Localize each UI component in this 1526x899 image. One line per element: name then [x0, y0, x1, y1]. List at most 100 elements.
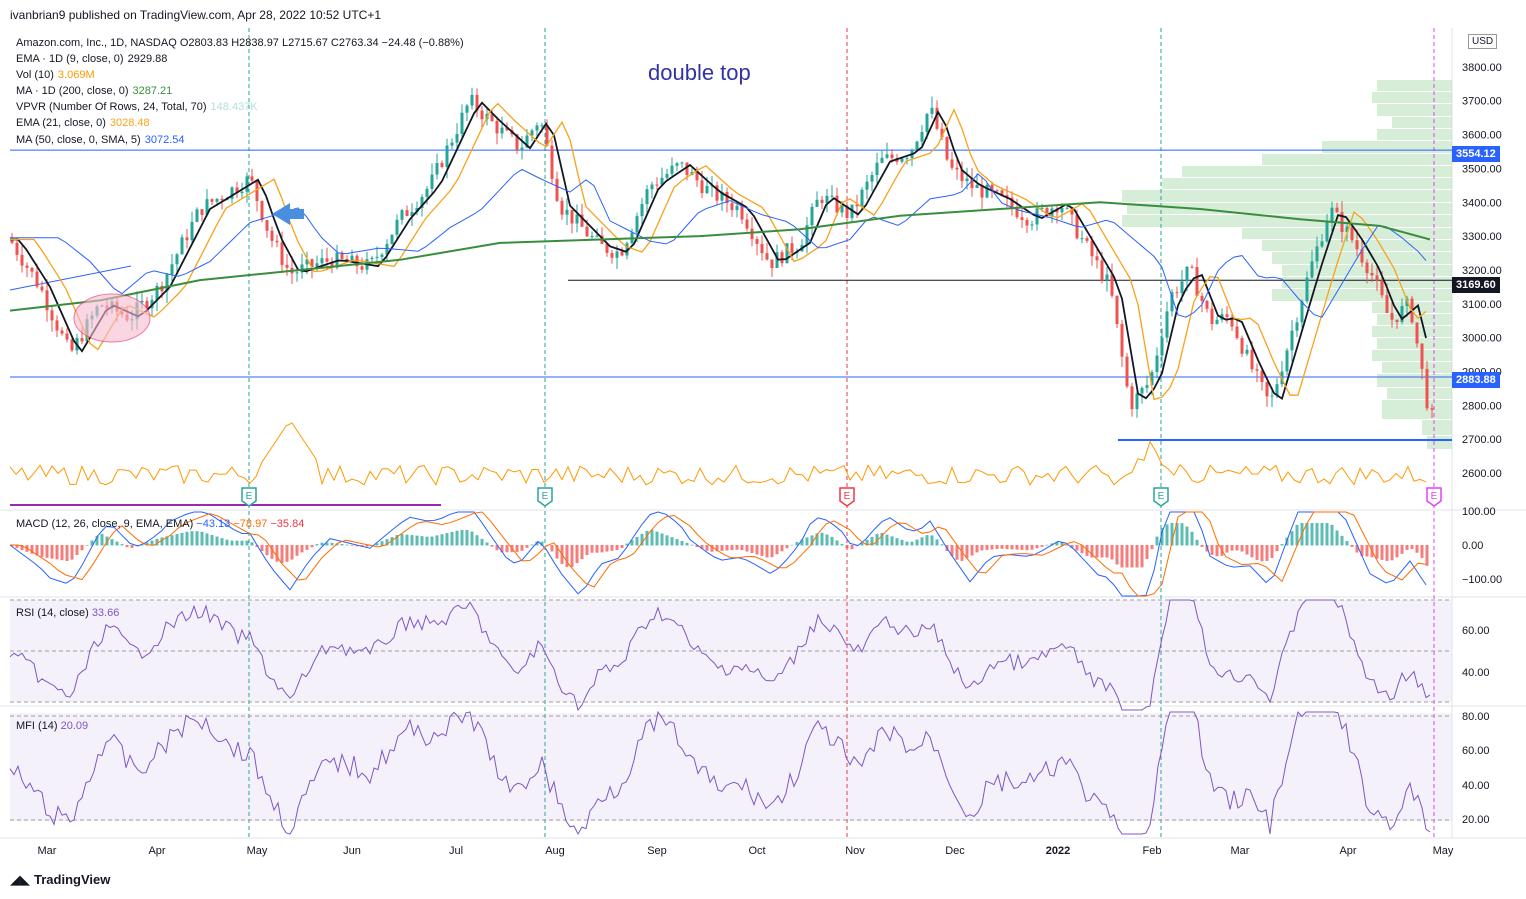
- vpvr-bar: [1182, 166, 1452, 177]
- time-tick-label: 2022: [1046, 845, 1070, 857]
- macd-bar: [575, 545, 579, 564]
- macd-bar: [1350, 545, 1354, 547]
- ema9-label[interactable]: EMA · 1D (9, close, 0): [16, 53, 124, 66]
- macd-bar: [1015, 545, 1019, 550]
- mfi-legend[interactable]: MFI (14) 20.09: [16, 720, 88, 732]
- candle-body: [390, 234, 394, 244]
- candle-body: [1145, 385, 1149, 388]
- ma50-label[interactable]: MA (50, close, 0, SMA, 5): [16, 133, 141, 146]
- vpvr-bar: [1387, 388, 1452, 399]
- symbol-label: Amazon.com, Inc., 1D, NASDAQ: [16, 37, 177, 49]
- candle-body: [220, 198, 224, 201]
- candle-body: [1240, 338, 1244, 354]
- vpvr-label[interactable]: VPVR (Number Of Rows, 24, Total, 70): [16, 101, 207, 114]
- macd-bar: [710, 545, 714, 552]
- macd-bar: [890, 536, 894, 546]
- price-tick-label: 3800.00: [1462, 62, 1502, 74]
- candle-body: [525, 135, 529, 148]
- macd-tick-label: 100.00: [1462, 506, 1496, 518]
- earnings-marker-shape: [1426, 487, 1442, 507]
- macd-bar: [700, 545, 704, 549]
- candle-body: [695, 172, 699, 181]
- macd-bar: [1150, 545, 1154, 550]
- tradingview-footer[interactable]: ◢◣ TradingView: [10, 872, 110, 888]
- rsi-legend[interactable]: RSI (14, close) 33.66: [16, 607, 119, 619]
- macd-hist-value: −35.84: [270, 518, 305, 530]
- price-tick-label: 3100.00: [1462, 299, 1502, 311]
- candle-body: [500, 127, 504, 134]
- macd-bar: [50, 545, 54, 559]
- vpvr-bar: [1422, 420, 1452, 435]
- macd-bar: [1135, 545, 1139, 568]
- macd-bar: [1070, 545, 1074, 548]
- candle-body: [240, 191, 244, 194]
- candle-body: [645, 189, 649, 205]
- candle-body: [1430, 408, 1434, 410]
- candle-body: [900, 158, 904, 162]
- candle-body: [1040, 207, 1044, 209]
- ma200-label[interactable]: MA · 1D (200, close, 0): [16, 85, 129, 98]
- candle-body: [1030, 224, 1034, 226]
- candle-body: [180, 237, 184, 255]
- candle-body: [735, 205, 739, 211]
- macd-bar: [455, 530, 459, 546]
- macd-bar: [765, 545, 769, 558]
- candle-body: [815, 199, 819, 207]
- macd-bar: [285, 545, 289, 562]
- vpvr-bar: [1122, 215, 1452, 227]
- macd-bar: [970, 545, 974, 556]
- macd-bar: [425, 536, 429, 546]
- earnings-marker: E: [1426, 487, 1442, 507]
- macd-bar: [1295, 524, 1299, 546]
- macd-bar: [860, 542, 864, 546]
- macd-bar: [640, 533, 644, 546]
- earnings-marker: E: [537, 487, 553, 507]
- macd-bar: [1160, 527, 1164, 546]
- time-tick-label: Jul: [449, 845, 463, 857]
- price-tick-label: 3400.00: [1462, 197, 1502, 209]
- currency-button[interactable]: USD: [1468, 34, 1498, 49]
- macd-bar: [1025, 545, 1029, 551]
- macd-bar: [480, 538, 484, 546]
- macd-bar: [1170, 523, 1174, 546]
- macd-bar: [1210, 545, 1214, 555]
- candle-body: [1250, 349, 1254, 370]
- time-tick-label: Dec: [945, 845, 965, 857]
- macd-bar: [985, 545, 989, 550]
- macd-bar: [400, 534, 404, 546]
- candle-body: [170, 264, 174, 275]
- candle-body: [1165, 311, 1169, 338]
- macd-bar: [585, 545, 589, 556]
- macd-bar: [1115, 545, 1119, 565]
- macd-bar: [305, 545, 309, 550]
- macd-bar: [410, 535, 414, 546]
- mfi-tick-label: 60.00: [1462, 745, 1490, 757]
- macd-bar: [1230, 545, 1234, 551]
- price-tick-label: 3500.00: [1462, 163, 1502, 175]
- macd-bar: [115, 541, 119, 546]
- candle-body: [700, 180, 704, 194]
- candle-body: [1070, 207, 1074, 215]
- candle-body: [40, 286, 44, 291]
- candle-body: [940, 128, 944, 138]
- macd-bar: [1090, 545, 1094, 558]
- macd-bar: [620, 545, 624, 548]
- vpvr-bar: [1377, 80, 1452, 91]
- macd-bar: [705, 545, 709, 551]
- candle-body: [400, 210, 404, 220]
- macd-bar: [145, 542, 149, 546]
- candle-body: [830, 195, 834, 197]
- macd-bar: [1290, 531, 1294, 546]
- macd-bar: [695, 545, 699, 548]
- macd-bar: [715, 545, 719, 552]
- candle-body: [1010, 197, 1014, 208]
- macd-bar: [1000, 545, 1004, 549]
- time-tick-label: Oct: [748, 845, 765, 857]
- macd-bar: [690, 544, 694, 546]
- candle-body: [675, 163, 679, 166]
- vol-label[interactable]: Vol (10): [16, 69, 54, 82]
- ema21-label[interactable]: EMA (21, close, 0): [16, 117, 106, 130]
- macd-bar: [170, 535, 174, 546]
- macd-legend[interactable]: MACD (12, 26, close, 9, EMA, EMA) −43.13…: [16, 518, 304, 530]
- price-tick-label: 3000.00: [1462, 333, 1502, 345]
